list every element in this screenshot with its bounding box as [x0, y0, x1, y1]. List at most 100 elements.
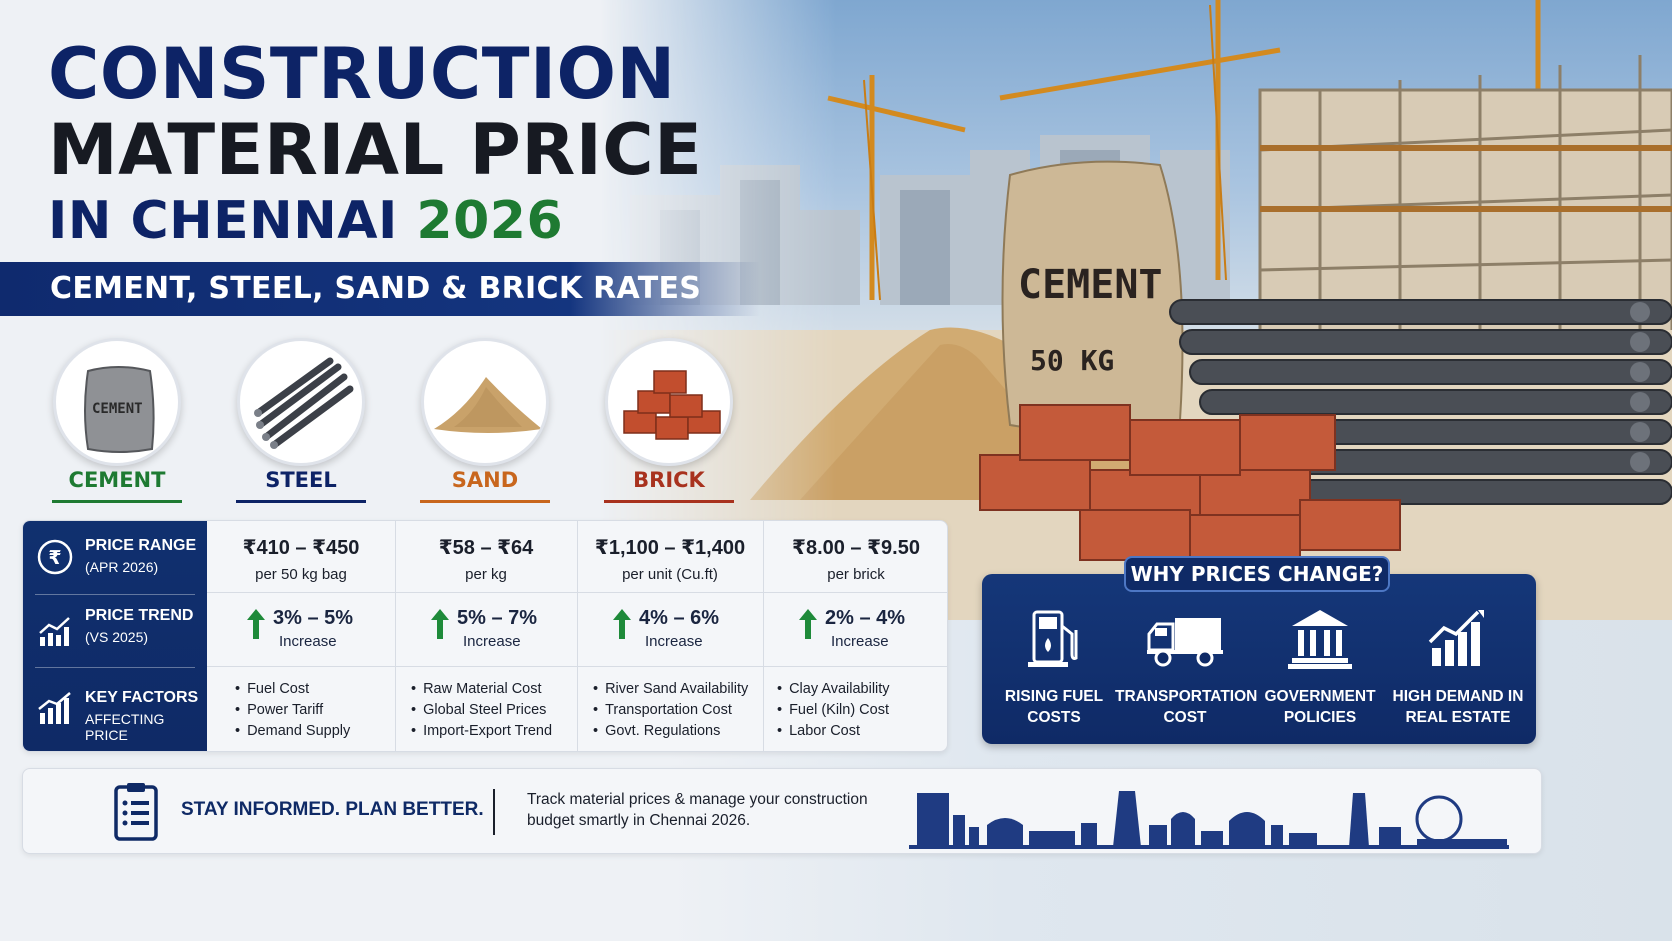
trend-cell-sand: 4% – 6% Increase	[613, 607, 733, 657]
subtitle-banner: CEMENT, STEEL, SAND & BRICK RATES	[0, 262, 760, 316]
price-cell-steel: ₹58 – ₹64 per kg	[395, 535, 577, 583]
title-line-1: CONSTRUCTION	[48, 33, 676, 115]
reason-label-line1: RISING FUEL	[1004, 688, 1104, 705]
column-divider	[763, 521, 764, 751]
material-underline	[52, 500, 182, 503]
government-building-icon	[1288, 610, 1352, 669]
price-range: ₹410 – ₹450	[242, 537, 360, 559]
material-label-brick: BRICK	[633, 468, 705, 492]
trend-label: Increase	[645, 633, 703, 650]
list-item: Labor Cost	[777, 721, 890, 742]
price-range: ₹58 – ₹64	[438, 537, 534, 559]
row-title: PRICE TREND	[85, 607, 194, 624]
factors-list-brick: Clay Availability Fuel (Kiln) Cost Labor…	[777, 679, 890, 742]
trend-percent: 2% – 4%	[825, 607, 906, 629]
rupee-icon: ₹	[37, 539, 73, 575]
reason-label-line1: HIGH DEMAND IN	[1392, 688, 1524, 705]
factors-list-steel: Raw Material Cost Global Steel Prices Im…	[411, 679, 552, 742]
cement-icon-text: CEMENT	[92, 401, 143, 417]
reason-label: HIGH DEMAND IN REAL ESTATE	[1388, 686, 1528, 728]
why-prices-change-heading: WHY PRICES CHANGE?	[1124, 556, 1390, 592]
price-unit: per brick	[827, 566, 885, 583]
trend-label: Increase	[831, 633, 889, 650]
list-item: Clay Availability	[777, 679, 889, 700]
row-subtitle: AFFECTING PRICE	[85, 711, 165, 743]
reason-label: GOVERNMENT POLICIES	[1250, 686, 1390, 728]
up-arrow-icon	[431, 609, 449, 639]
bricks-icon	[605, 338, 733, 466]
row-title: KEY FACTORS	[85, 689, 199, 706]
list-item: River Sand Availability	[593, 679, 748, 700]
list-item: Demand Supply	[235, 721, 350, 742]
reason-label-line2: COSTS	[1027, 709, 1081, 726]
footer-divider	[493, 789, 495, 835]
truck-icon	[1147, 618, 1223, 667]
footer-text-line1: Track material prices & manage your cons…	[527, 791, 868, 808]
row-head-price-range: ₹ PRICE RANGE (APR 2026)	[23, 521, 207, 595]
material-steel: STEEL	[236, 338, 366, 503]
footer-tagline: STAY INFORMED. PLAN BETTER.	[181, 799, 484, 820]
footer-text-line2: budget smartly in Chennai 2026.	[527, 812, 751, 829]
subtitle: CEMENT, STEEL, SAND & BRICK RATES	[50, 271, 702, 306]
reason-label-line2: POLICIES	[1283, 709, 1357, 726]
list-item: Transportation Cost	[593, 700, 748, 721]
reason-label: RISING FUEL COSTS	[984, 686, 1124, 728]
list-item: Fuel (Kiln) Cost	[777, 700, 890, 721]
svg-text:₹: ₹	[48, 547, 61, 569]
factors-list-sand: River Sand Availability Transportation C…	[593, 679, 748, 742]
column-divider	[577, 521, 578, 751]
row-subtitle: (APR 2026)	[85, 559, 159, 575]
material-label-cement: CEMENT	[68, 468, 166, 492]
fuel-pump-icon	[1028, 610, 1078, 667]
cement-bag-weight: 50 KG	[1030, 344, 1114, 377]
cement-bag-icon: CEMENT	[53, 338, 181, 466]
material-underline	[420, 500, 550, 503]
reason-transportation: TRANSPORTATION COST	[1115, 608, 1257, 728]
construction-site-photo: CEMENT 50 KG	[600, 0, 1672, 620]
material-cement: CEMENT CEMENT	[52, 338, 182, 503]
row-head-price-trend: PRICE TREND (VS 2025)	[23, 595, 207, 669]
cement-bag-text: CEMENT	[1018, 262, 1163, 308]
page-title: CONSTRUCTION MATERIAL PRICE IN CHENNAI 2…	[48, 36, 703, 254]
material-brick: BRICK	[604, 338, 734, 503]
trend-percent: 5% – 7%	[457, 607, 538, 629]
steel-rods-icon	[237, 338, 365, 466]
list-item: Raw Material Cost	[411, 679, 552, 700]
up-arrow-icon	[799, 609, 817, 639]
trend-cell-steel: 5% – 7% Increase	[431, 607, 551, 657]
rising-bar-chart-icon	[1428, 610, 1484, 666]
reason-high-demand: HIGH DEMAND IN REAL ESTATE	[1388, 608, 1528, 728]
chennai-skyline-illustration	[909, 791, 1509, 849]
trend-label: Increase	[463, 633, 521, 650]
price-range: ₹8.00 – ₹9.50	[792, 537, 920, 559]
price-table: ₹ PRICE RANGE (APR 2026) PRICE TREND (VS…	[22, 520, 948, 752]
list-item: Import-Export Trend	[411, 721, 552, 742]
reason-label-line2: REAL ESTATE	[1405, 709, 1511, 726]
list-item: Govt. Regulations	[593, 721, 748, 742]
title-year: 2026	[416, 191, 564, 251]
title-line-2: MATERIAL PRICE	[48, 109, 703, 191]
divider	[35, 667, 195, 668]
column-divider	[395, 521, 396, 751]
factors-list-cement: Fuel Cost Power Tariff Demand Supply	[235, 679, 350, 742]
footer-banner: STAY INFORMED. PLAN BETTER. Track materi…	[22, 768, 1542, 854]
material-sand: SAND	[420, 338, 550, 503]
row-title: PRICE RANGE	[85, 537, 197, 554]
trend-chart-icon	[39, 617, 70, 646]
material-label-sand: SAND	[451, 468, 519, 492]
up-arrow-icon	[247, 609, 265, 639]
row-subtitle: (VS 2025)	[85, 629, 149, 645]
trend-cell-cement: 3% – 5% Increase	[247, 607, 367, 657]
reason-label-line2: COST	[1163, 709, 1207, 726]
trend-cell-brick: 2% – 4% Increase	[799, 607, 919, 657]
trend-percent: 4% – 6%	[639, 607, 720, 629]
price-range: ₹1,100 – ₹1,400	[594, 537, 746, 559]
sand-pile-icon	[421, 338, 549, 466]
table-row-headers	[23, 521, 207, 751]
list-item: Fuel Cost	[235, 679, 350, 700]
price-unit: per kg	[465, 566, 507, 583]
reason-government-policies: GOVERNMENT POLICIES	[1250, 608, 1390, 728]
material-label-steel: STEEL	[265, 468, 337, 492]
price-cell-cement: ₹410 – ₹450 per 50 kg bag	[207, 535, 395, 583]
list-item: Global Steel Prices	[411, 700, 552, 721]
